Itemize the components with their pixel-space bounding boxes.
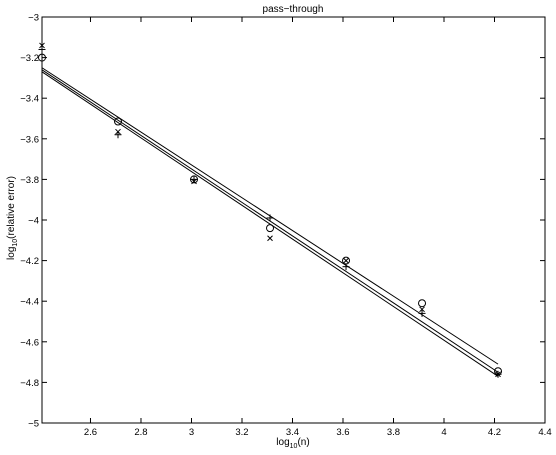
data-markers bbox=[38, 42, 503, 378]
y-tick-label: −4.2 bbox=[20, 256, 39, 267]
x-axis-label: log10(n) bbox=[276, 437, 309, 450]
x-tick-label: 2.6 bbox=[84, 427, 97, 438]
y-tick-label: −4.4 bbox=[20, 297, 39, 308]
x-marker bbox=[419, 306, 425, 313]
x-axis-ticks: 2.6 2.8 3 3.2 3.4 3.6 3.8 4 4.2 4.4 bbox=[84, 17, 552, 438]
plus-marker bbox=[494, 370, 502, 378]
plus-marker bbox=[342, 263, 350, 271]
x-tick-label: 4.4 bbox=[538, 427, 551, 438]
x-marker bbox=[39, 42, 45, 49]
circle-marker bbox=[418, 299, 427, 308]
x-marker bbox=[267, 235, 273, 242]
y-tick-label: −3.8 bbox=[20, 175, 39, 186]
x-tick-label: 2.8 bbox=[134, 427, 147, 438]
circle-marker bbox=[266, 224, 275, 233]
y-tick-label: −4.6 bbox=[20, 337, 39, 348]
x-tick-label: 4.2 bbox=[488, 427, 501, 438]
plus-marker bbox=[266, 214, 274, 222]
y-tick-label: −3.2 bbox=[20, 53, 39, 64]
circle-marker bbox=[114, 117, 123, 126]
x-tick-label: 3.8 bbox=[387, 427, 400, 438]
chart-title: pass−through bbox=[263, 4, 324, 15]
plus-marker bbox=[190, 175, 198, 183]
x-tick-label: 3 bbox=[189, 427, 194, 438]
y-tick-label: −3.6 bbox=[20, 134, 39, 145]
x-tick-label: 3.4 bbox=[286, 427, 299, 438]
plus-marker bbox=[418, 309, 426, 317]
y-axis-label: log10(relative error) bbox=[6, 176, 19, 260]
x-tick-label: 3.2 bbox=[235, 427, 248, 438]
x-tick-label: 4 bbox=[441, 427, 446, 438]
plot-area bbox=[41, 16, 546, 424]
fit-line-2 bbox=[41, 71, 499, 377]
y-tick-label: −5 bbox=[28, 419, 39, 430]
y-tick-label: −3 bbox=[28, 13, 39, 24]
y-tick-label: −3.4 bbox=[20, 94, 39, 105]
y-axis-ticks: −5 −4.8 −4.6 −4.4 −4.2 −4 −3.8 −3.6 −3.4 −3.2 −3 bbox=[20, 13, 545, 430]
x-marker bbox=[343, 257, 349, 264]
circle-marker bbox=[38, 53, 46, 62]
y-tick-label: −4 bbox=[28, 216, 39, 227]
plus-marker bbox=[114, 131, 122, 139]
y-tick-label: −4.8 bbox=[20, 378, 39, 389]
plus-marker bbox=[38, 45, 46, 53]
x-tick-label: 3.6 bbox=[336, 427, 349, 438]
